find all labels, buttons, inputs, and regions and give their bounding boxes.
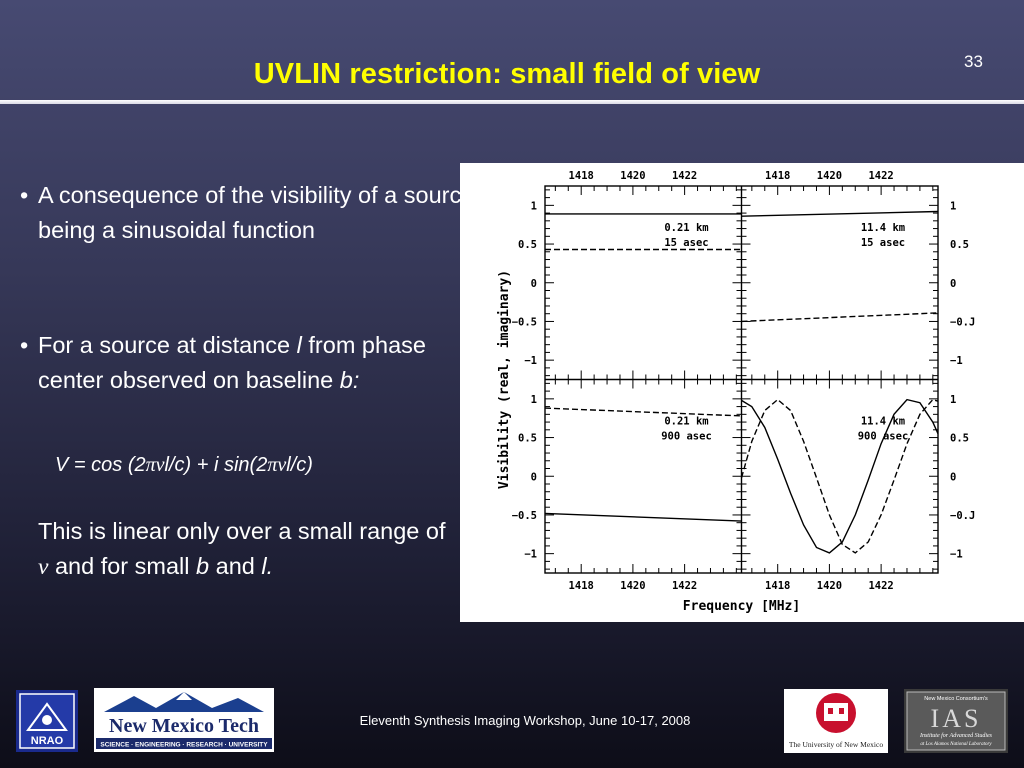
ias-name: IAS bbox=[931, 704, 982, 733]
slide-title: UVLIN restriction: small field of view bbox=[253, 58, 761, 90]
nrao-label: NRAO bbox=[31, 735, 64, 747]
series-line-dashed bbox=[544, 407, 742, 417]
y-tick-label-left: 0 bbox=[531, 278, 537, 290]
y-tick-label-right: 0.5 bbox=[950, 433, 969, 445]
nmt-emblem: New Mexico Tech SCIENCE · ENGINEERING · … bbox=[96, 692, 272, 749]
y-tick-label-right: −1 bbox=[950, 549, 963, 561]
bullet-text-prefix: For a source at distance bbox=[38, 332, 297, 358]
x-tick-label-top: 1422 bbox=[868, 170, 893, 182]
series-line-solid bbox=[741, 398, 939, 554]
y-tick-label-left: 0.5 bbox=[518, 433, 537, 445]
ias-emblem: New Mexico Consortium's IAS Institute fo… bbox=[906, 691, 1006, 751]
series-line-solid bbox=[741, 210, 939, 217]
bullet-marker: • bbox=[20, 182, 29, 208]
visibility-chart: 1418 1418 1420 1420 1422 1422 1418 1418 1420 1420… bbox=[497, 170, 975, 614]
linearity-note: This is linear only over a small range o… bbox=[38, 514, 458, 585]
panel-annotation: 11.4 km bbox=[861, 416, 905, 428]
x-tick-label-bottom: 1418 bbox=[765, 580, 790, 592]
formula-part-a: V = cos (2 bbox=[55, 454, 146, 476]
y-tick-label-left: 0.5 bbox=[518, 239, 537, 251]
y-tick-label-left: −1 bbox=[524, 549, 537, 561]
x-tick-label-bottom: 1422 bbox=[672, 580, 697, 592]
series-line-solid bbox=[544, 512, 742, 522]
y-axis-label: Visibility (real, imaginary) bbox=[497, 270, 512, 489]
pi-symbol: π bbox=[267, 454, 278, 476]
ias-line-2: at Los Alamos National Laboratory bbox=[920, 742, 992, 747]
x-tick-label-bottom: 1418 bbox=[569, 580, 594, 592]
x-tick-label-bottom: 1422 bbox=[868, 580, 893, 592]
y-tick-label-right: 0 bbox=[950, 471, 956, 483]
x-tick-label-top: 1418 bbox=[765, 170, 790, 182]
pi-symbol: π bbox=[145, 454, 156, 476]
y-tick-label-left: −1 bbox=[524, 355, 537, 367]
nmt-name: New Mexico Tech bbox=[109, 715, 259, 737]
x-tick-label-bottom: 1420 bbox=[817, 580, 842, 592]
y-tick-label-left: 1 bbox=[531, 394, 537, 406]
panel-annotation: 0.21 km bbox=[664, 416, 708, 428]
new-mexico-tech-logo: New Mexico Tech SCIENCE · ENGINEERING · … bbox=[94, 688, 274, 752]
ias-logo: New Mexico Consortium's IAS Institute fo… bbox=[904, 689, 1008, 753]
panel-annotation: 900 asec bbox=[661, 431, 712, 443]
title-divider bbox=[0, 100, 1024, 104]
panel-annotation: 15 asec bbox=[861, 237, 905, 249]
y-tick-label-right: 0.5 bbox=[950, 239, 969, 251]
variable-b: b bbox=[196, 553, 210, 579]
bullet-source-distance: • For a source at distance l from phase … bbox=[20, 328, 478, 398]
nrao-emblem: NRAO bbox=[19, 693, 75, 749]
panel-annotation: 11.4 km bbox=[861, 222, 905, 234]
note-part-b: and for small bbox=[48, 553, 197, 579]
nu-symbol: ν bbox=[155, 454, 165, 476]
visibility-formula: V = cos (2πνl/c) + i sin(2πνl/c) bbox=[55, 454, 313, 477]
y-tick-label-right: −0.J bbox=[950, 316, 975, 328]
variable-l: l bbox=[296, 332, 302, 358]
bullet-text-mid: from phase center observed on baseline bbox=[38, 332, 426, 393]
nmt-tagline: SCIENCE · ENGINEERING · RESEARCH · UNIVE… bbox=[100, 742, 268, 749]
y-tick-label-left: 0 bbox=[531, 471, 537, 483]
formula-part-b: l/c) + i sin(2 bbox=[164, 454, 268, 476]
x-tick-label-bottom: 1420 bbox=[620, 580, 645, 592]
x-tick-label-top: 1418 bbox=[569, 170, 594, 182]
variable-b: b: bbox=[339, 367, 360, 393]
bullet-marker: • bbox=[20, 332, 29, 358]
nu-symbol: ν bbox=[38, 554, 49, 580]
y-tick-label-left: 1 bbox=[531, 200, 537, 212]
unm-logo: The University of New Mexico bbox=[784, 689, 888, 753]
y-tick-label-right: 1 bbox=[950, 200, 956, 212]
formula-part-c: l/c) bbox=[286, 454, 313, 476]
y-tick-label-right: −0.J bbox=[950, 510, 975, 522]
note-part-a: This is linear only over a small range o… bbox=[38, 518, 446, 544]
series-line-dashed bbox=[741, 312, 939, 323]
visibility-figure: 1418 1418 1420 1420 1422 1422 1418 1418 1420 1420… bbox=[460, 163, 1024, 622]
y-tick-label-left: −0.5 bbox=[512, 510, 537, 522]
bullet-text: A consequence of the visibility of a sou… bbox=[38, 182, 475, 243]
unm-name: The University of New Mexico bbox=[789, 740, 883, 749]
x-tick-label-top: 1420 bbox=[817, 170, 842, 182]
y-tick-label-right: −1 bbox=[950, 355, 963, 367]
y-tick-label-right: 1 bbox=[950, 394, 956, 406]
ias-top-line: New Mexico Consortium's bbox=[924, 696, 988, 702]
unm-emblem: The University of New Mexico bbox=[789, 693, 883, 749]
bullet-visibility-sinusoid: • A consequence of the visibility of a s… bbox=[20, 178, 478, 248]
series-line-dashed bbox=[740, 398, 939, 554]
y-tick-label-left: −0.5 bbox=[512, 316, 537, 328]
nu-symbol: ν bbox=[277, 454, 287, 476]
ias-line-1: Institute for Advanced Studies bbox=[919, 732, 993, 739]
note-part-c: and bbox=[209, 553, 262, 579]
x-axis-label: Frequency [MHz] bbox=[683, 599, 800, 614]
nrao-logo: NRAO bbox=[16, 690, 78, 752]
panel-annotation: 15 asec bbox=[664, 237, 708, 249]
x-tick-label-top: 1422 bbox=[672, 170, 697, 182]
x-tick-label-top: 1420 bbox=[620, 170, 645, 182]
page-number: 33 bbox=[964, 52, 983, 71]
panel-annotation: 0.21 km bbox=[664, 222, 708, 234]
panel-annotation: 900 asec bbox=[858, 431, 909, 443]
variable-l: l. bbox=[261, 553, 274, 579]
footer-text: Eleventh Synthesis Imaging Workshop, Jun… bbox=[359, 713, 691, 728]
y-tick-label-right: 0 bbox=[950, 278, 956, 290]
